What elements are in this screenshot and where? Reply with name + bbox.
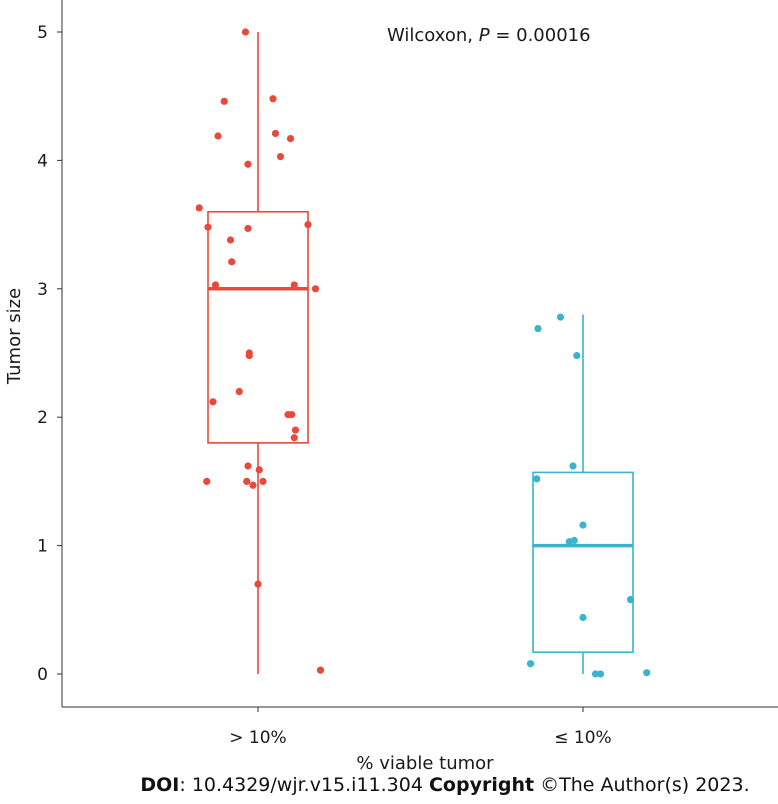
data-point xyxy=(249,481,257,489)
y-tick-label: 3 xyxy=(37,280,48,300)
data-point xyxy=(573,351,581,360)
y-tick-label: 1 xyxy=(37,537,48,557)
data-point xyxy=(235,387,243,396)
data-point xyxy=(569,462,577,470)
data-point xyxy=(244,224,252,233)
data-point xyxy=(214,132,222,140)
y-tick-label: 4 xyxy=(37,151,48,171)
data-point xyxy=(204,223,212,231)
data-point xyxy=(269,95,277,103)
data-point xyxy=(579,613,587,622)
data-point xyxy=(245,351,253,360)
data-point xyxy=(290,281,298,289)
data-point xyxy=(220,97,228,105)
data-point xyxy=(316,666,325,674)
data-point xyxy=(203,477,211,485)
data-point xyxy=(591,670,600,678)
y-tick-label: 2 xyxy=(37,408,48,428)
data-point xyxy=(626,595,635,604)
data-point xyxy=(226,236,235,244)
data-point xyxy=(533,475,541,483)
x-tick-label: ≤ 10% xyxy=(554,728,611,748)
iqr-box xyxy=(207,210,309,444)
data-point xyxy=(254,580,262,588)
data-point xyxy=(643,669,651,677)
data-point xyxy=(271,129,280,138)
data-point xyxy=(228,258,236,266)
data-point xyxy=(195,204,203,212)
annotation-p-symbol: P xyxy=(479,25,490,46)
data-point xyxy=(596,670,605,678)
data-point xyxy=(243,477,251,485)
wilcoxon-annotation: Wilcoxon, P = 0.00016 xyxy=(387,25,591,46)
data-point xyxy=(570,536,578,545)
y-tick-label: 0 xyxy=(37,665,48,685)
x-tick-label: > 10% xyxy=(229,728,286,748)
data-point xyxy=(304,221,312,229)
data-point xyxy=(209,398,217,406)
data-point xyxy=(534,325,542,333)
copyright-value: ©The Author(s) 2023. xyxy=(534,774,750,796)
data-point xyxy=(276,152,285,161)
y-axis-title: Tumor size xyxy=(4,288,25,385)
data-point xyxy=(244,160,252,168)
data-point xyxy=(244,462,252,470)
annotation-value: = 0.00016 xyxy=(490,25,591,46)
data-point xyxy=(290,434,298,442)
data-point xyxy=(288,411,296,419)
doi-copyright-footer: DOI: 10.4329/wjr.v15.i11.304 Copyright ©… xyxy=(0,774,778,796)
y-tick-label: 5 xyxy=(37,23,48,43)
copyright-label: Copyright xyxy=(428,774,535,796)
annotation-prefix: Wilcoxon, xyxy=(387,25,479,46)
data-point xyxy=(526,660,535,668)
x-axis-title: % viable tumor xyxy=(356,753,494,770)
data-point xyxy=(255,466,263,474)
data-point xyxy=(259,477,267,485)
data-point xyxy=(311,285,320,293)
iqr-box xyxy=(532,471,634,653)
data-point xyxy=(291,426,300,434)
data-point xyxy=(579,521,587,529)
doi-label: DOI xyxy=(140,774,180,796)
data-point xyxy=(286,134,295,143)
data-point xyxy=(556,313,565,321)
data-point xyxy=(241,28,250,36)
doi-value: : 10.4329/wjr.v15.i11.304 xyxy=(179,774,429,796)
box-plot: 0 1 2 3 4 5 > 10% ≤ 10% Wilcoxon, P = 0.00016 T… xyxy=(4,0,778,770)
data-point xyxy=(211,281,220,289)
